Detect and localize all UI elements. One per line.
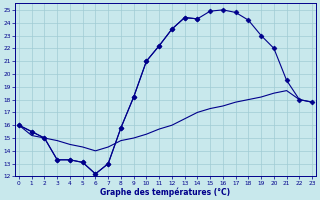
X-axis label: Graphe des températures (°C): Graphe des températures (°C)	[100, 187, 231, 197]
